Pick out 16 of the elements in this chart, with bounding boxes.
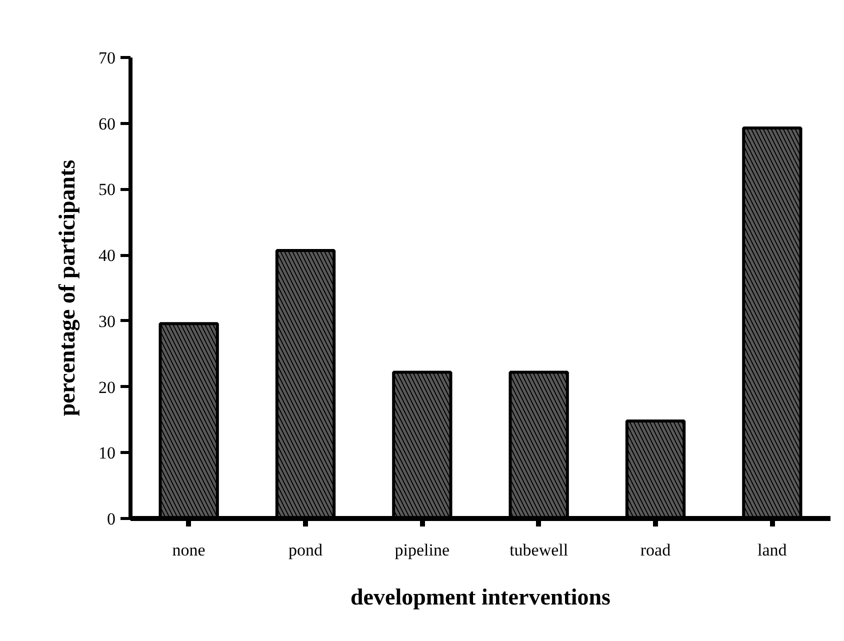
y-tick-label: 70 <box>98 48 116 68</box>
x-tick-label: none <box>172 540 206 560</box>
x-tick-label: pond <box>288 540 323 560</box>
y-tick-label: 10 <box>98 444 116 463</box>
x-tick-label: land <box>758 540 788 560</box>
y-tick-label: 40 <box>98 246 116 266</box>
x-axis-title: development interventions <box>350 584 611 610</box>
y-tick-label: 0 <box>107 510 116 528</box>
y-tick-label: 50 <box>98 180 116 200</box>
x-tick-label: tubewell <box>510 540 568 560</box>
x-tick-label: road <box>640 540 672 560</box>
y-axis-title: percentage of participants <box>54 160 80 416</box>
x-tick-label: pipeline <box>394 540 450 560</box>
y-tick-label: 20 <box>98 378 116 397</box>
y-tick-label: 60 <box>98 114 116 134</box>
y-tick-label: 30 <box>98 312 116 331</box>
